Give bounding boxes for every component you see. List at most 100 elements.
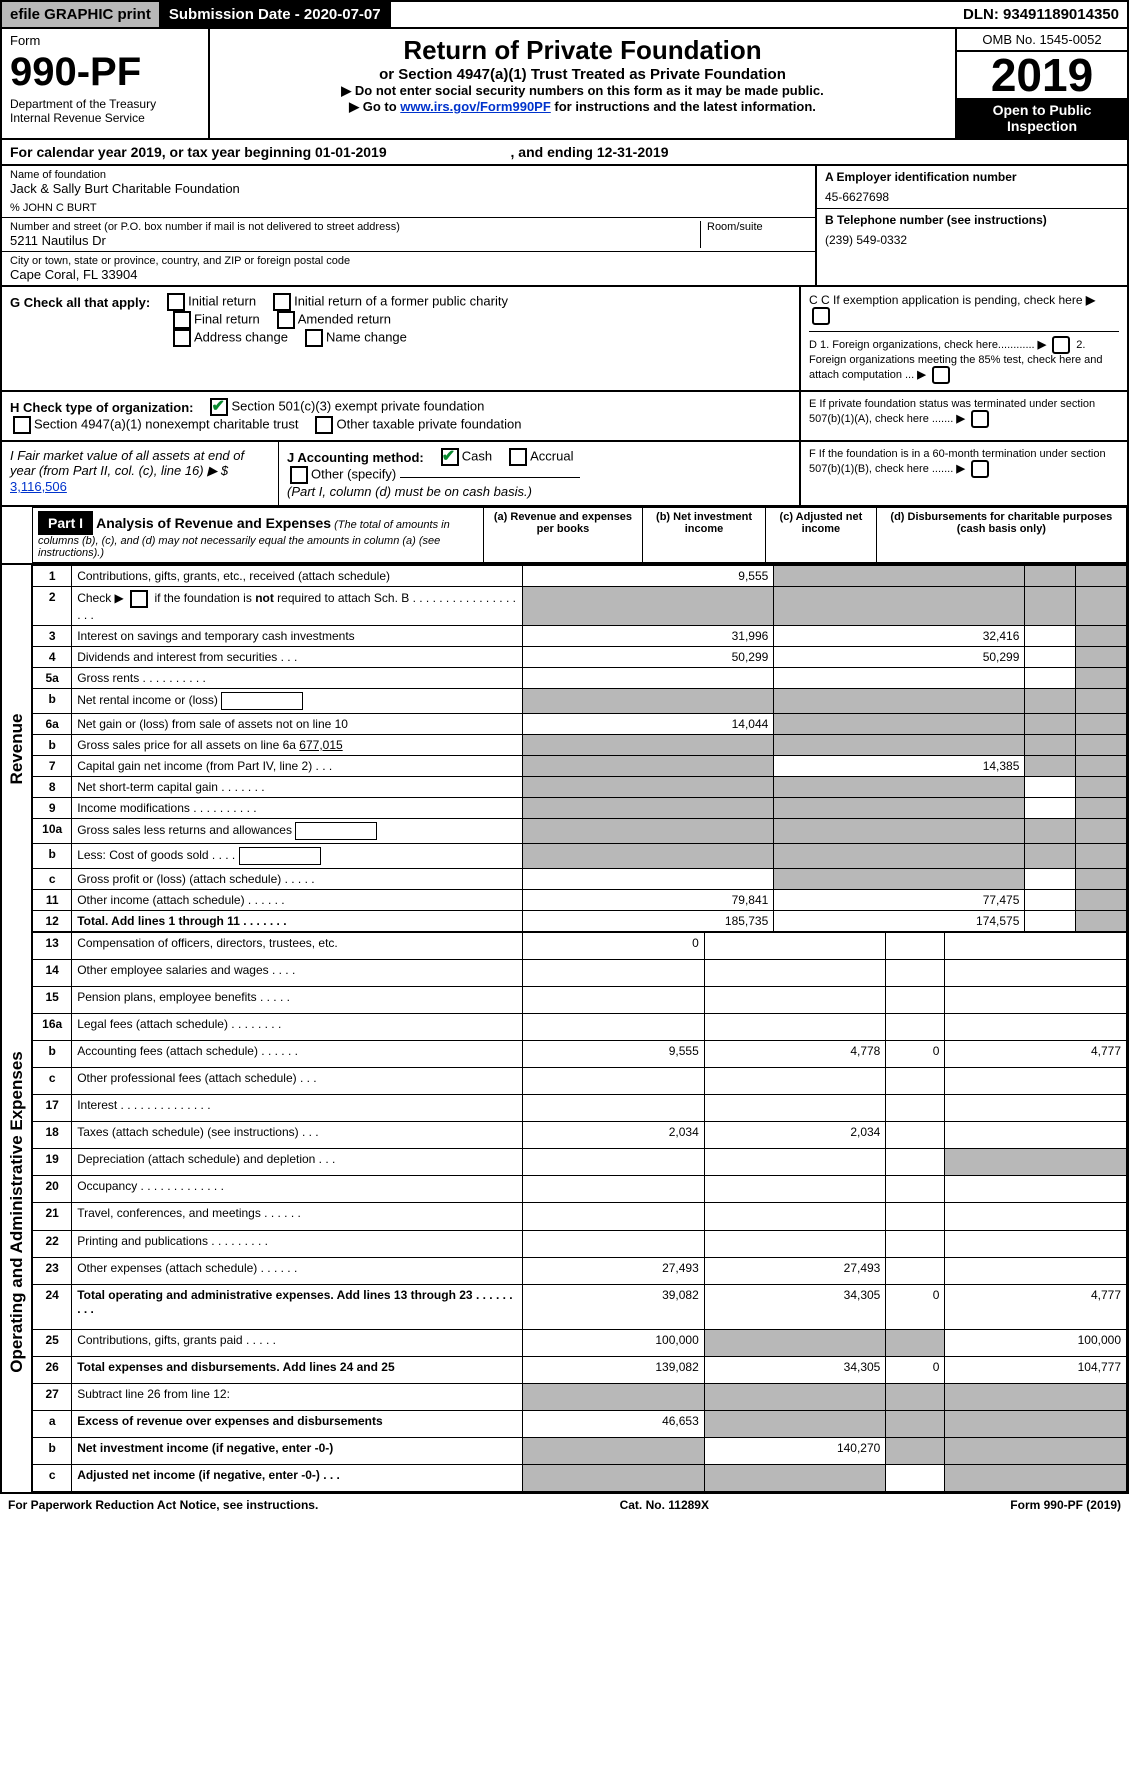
line-7: 7Capital gain net income (from Part IV, …: [33, 756, 1127, 777]
section-j: J Accounting method: Cash Accrual: [287, 448, 791, 466]
foundation-name: Jack & Sally Burt Charitable Foundation: [10, 181, 807, 196]
chk-4947a1[interactable]: [13, 416, 31, 434]
chk-initial-return[interactable]: [167, 293, 185, 311]
part1-label: Part I: [38, 511, 93, 535]
entity-left: Name of foundation Jack & Sally Burt Cha…: [2, 166, 815, 285]
chk-name-change[interactable]: [305, 329, 323, 347]
line-15: 15Pension plans, employee benefits . . .…: [33, 987, 1127, 1014]
room-label: Room/suite: [707, 221, 807, 233]
chk-sch-b[interactable]: [130, 590, 148, 608]
line-1: 1Contributions, gifts, grants, etc., rec…: [33, 566, 1127, 587]
line-16b: bAccounting fees (attach schedule) . . .…: [33, 1041, 1127, 1068]
line-27b: bNet investment income (if negative, ent…: [33, 1437, 1127, 1464]
line-27: 27Subtract line 26 from line 12:: [33, 1383, 1127, 1410]
open-public: Open to Public Inspection: [957, 98, 1127, 138]
line-5a: 5aGross rents . . . . . . . . . .: [33, 668, 1127, 689]
chk-final-return[interactable]: [173, 311, 191, 329]
chk-60month[interactable]: [971, 460, 989, 478]
line-10a: 10aGross sales less returns and allowanc…: [33, 819, 1127, 844]
chk-other-taxable[interactable]: [315, 416, 333, 434]
section-e: E If private foundation status was termi…: [809, 398, 1095, 425]
line-4: 4Dividends and interest from securities …: [33, 647, 1127, 668]
chk-85pct-test[interactable]: [932, 366, 950, 384]
form-label: Form: [10, 33, 200, 48]
form-header: Form 990-PF Department of the Treasury I…: [0, 29, 1129, 140]
line-20: 20Occupancy . . . . . . . . . . . . .: [33, 1176, 1127, 1203]
fmv-link[interactable]: 3,116,506: [10, 479, 67, 494]
line-14: 14Other employee salaries and wages . . …: [33, 960, 1127, 987]
line-18: 18Taxes (attach schedule) (see instructi…: [33, 1122, 1127, 1149]
revenue-vlabel: Revenue: [2, 565, 32, 932]
part1-header-table: Part I Analysis of Revenue and Expenses …: [33, 507, 1127, 563]
cash-basis-note: (Part I, column (d) must be on cash basi…: [287, 484, 791, 499]
efile-label: efile GRAPHIC print: [2, 2, 161, 27]
line-10b: bLess: Cost of goods sold . . . .: [33, 844, 1127, 869]
line-17: 17Interest . . . . . . . . . . . . . .: [33, 1095, 1127, 1122]
line-6a: 6aNet gain or (loss) from sale of assets…: [33, 714, 1127, 735]
line-2: 2Check ▶ if the foundation is not requir…: [33, 587, 1127, 626]
expenses-vlabel: Operating and Administrative Expenses: [2, 932, 32, 1492]
chk-accrual[interactable]: [509, 448, 527, 466]
chk-exemption-pending[interactable]: [812, 307, 830, 325]
catalog-number: Cat. No. 11289X: [620, 1498, 709, 1512]
section-c: C C If exemption application is pending,…: [809, 293, 1119, 325]
chk-terminated[interactable]: [971, 410, 989, 428]
line-27c: cAdjusted net income (if negative, enter…: [33, 1464, 1127, 1491]
line-12: 12Total. Add lines 1 through 11 . . . . …: [33, 911, 1127, 932]
col-a-header: (a) Revenue and expenses per books: [484, 508, 643, 563]
line-27a: aExcess of revenue over expenses and dis…: [33, 1410, 1127, 1437]
form-number: 990-PF: [10, 50, 200, 95]
chk-address-change[interactable]: [173, 329, 191, 347]
tax-year: 2019: [957, 52, 1127, 98]
chk-initial-former[interactable]: [273, 293, 291, 311]
revenue-table: 1Contributions, gifts, grants, etc., rec…: [32, 565, 1127, 932]
goto-text: ▶ Go to www.irs.gov/Form990PF for instru…: [216, 99, 949, 115]
chk-cash[interactable]: [441, 448, 459, 466]
header-left: Form 990-PF Department of the Treasury I…: [2, 29, 210, 138]
line-16a: 16aLegal fees (attach schedule) . . . . …: [33, 1014, 1127, 1041]
header-mid: Return of Private Foundation or Section …: [210, 29, 955, 138]
calendar-year-row: For calendar year 2019, or tax year begi…: [0, 140, 1129, 166]
ein-label: A Employer identification number: [825, 170, 1017, 184]
line-22: 22Printing and publications . . . . . . …: [33, 1230, 1127, 1257]
header-right: OMB No. 1545-0052 2019 Open to Public In…: [955, 29, 1127, 138]
line-25: 25Contributions, gifts, grants paid . . …: [33, 1329, 1127, 1356]
line-23: 23Other expenses (attach schedule) . . .…: [33, 1257, 1127, 1284]
form-title: Return of Private Foundation: [216, 35, 949, 66]
col-c-header: (c) Adjusted net income: [766, 508, 877, 563]
line-19: 19Depreciation (attach schedule) and dep…: [33, 1149, 1127, 1176]
phone-value: (239) 549-0332: [825, 233, 1119, 247]
name-label: Name of foundation: [10, 169, 807, 181]
page-footer: For Paperwork Reduction Act Notice, see …: [0, 1494, 1129, 1516]
submission-date: Submission Date - 2020-07-07: [161, 2, 391, 27]
line-21: 21Travel, conferences, and meetings . . …: [33, 1203, 1127, 1230]
line-9: 9Income modifications . . . . . . . . . …: [33, 798, 1127, 819]
paperwork-notice: For Paperwork Reduction Act Notice, see …: [8, 1498, 318, 1512]
top-bar: efile GRAPHIC print Submission Date - 20…: [0, 0, 1129, 29]
form-subtitle: or Section 4947(a)(1) Trust Treated as P…: [216, 66, 949, 83]
line-3: 3Interest on savings and temporary cash …: [33, 626, 1127, 647]
irs-link[interactable]: www.irs.gov/Form990PF: [400, 99, 551, 114]
section-h: H Check type of organization: Section 50…: [10, 398, 791, 416]
entity-info: Name of foundation Jack & Sally Burt Cha…: [0, 166, 1129, 287]
entity-right: A Employer identification number 45-66276…: [815, 166, 1127, 285]
part1-title: Analysis of Revenue and Expenses: [96, 515, 331, 531]
line-13: 13Compensation of officers, directors, t…: [33, 933, 1127, 960]
warning-text: ▶ Do not enter social security numbers o…: [216, 83, 949, 99]
line-8: 8Net short-term capital gain . . . . . .…: [33, 777, 1127, 798]
section-i-label: I Fair market value of all assets at end…: [10, 448, 244, 478]
line-11: 11Other income (attach schedule) . . . .…: [33, 890, 1127, 911]
line-5b: bNet rental income or (loss): [33, 689, 1127, 714]
addr-label: Number and street (or P.O. box number if…: [10, 221, 700, 233]
dln-label: DLN: 93491189014350: [955, 2, 1127, 27]
col-b-header: (b) Net investment income: [642, 508, 765, 563]
chk-other-method[interactable]: [290, 466, 308, 484]
ein-value: 45-6627698: [825, 190, 1119, 204]
phone-label: B Telephone number (see instructions): [825, 213, 1047, 227]
care-of: % JOHN C BURT: [10, 202, 807, 214]
chk-amended-return[interactable]: [277, 311, 295, 329]
line-10c: cGross profit or (loss) (attach schedule…: [33, 869, 1127, 890]
chk-501c3[interactable]: [210, 398, 228, 416]
chk-foreign-org[interactable]: [1052, 336, 1070, 354]
city-label: City or town, state or province, country…: [10, 255, 807, 267]
